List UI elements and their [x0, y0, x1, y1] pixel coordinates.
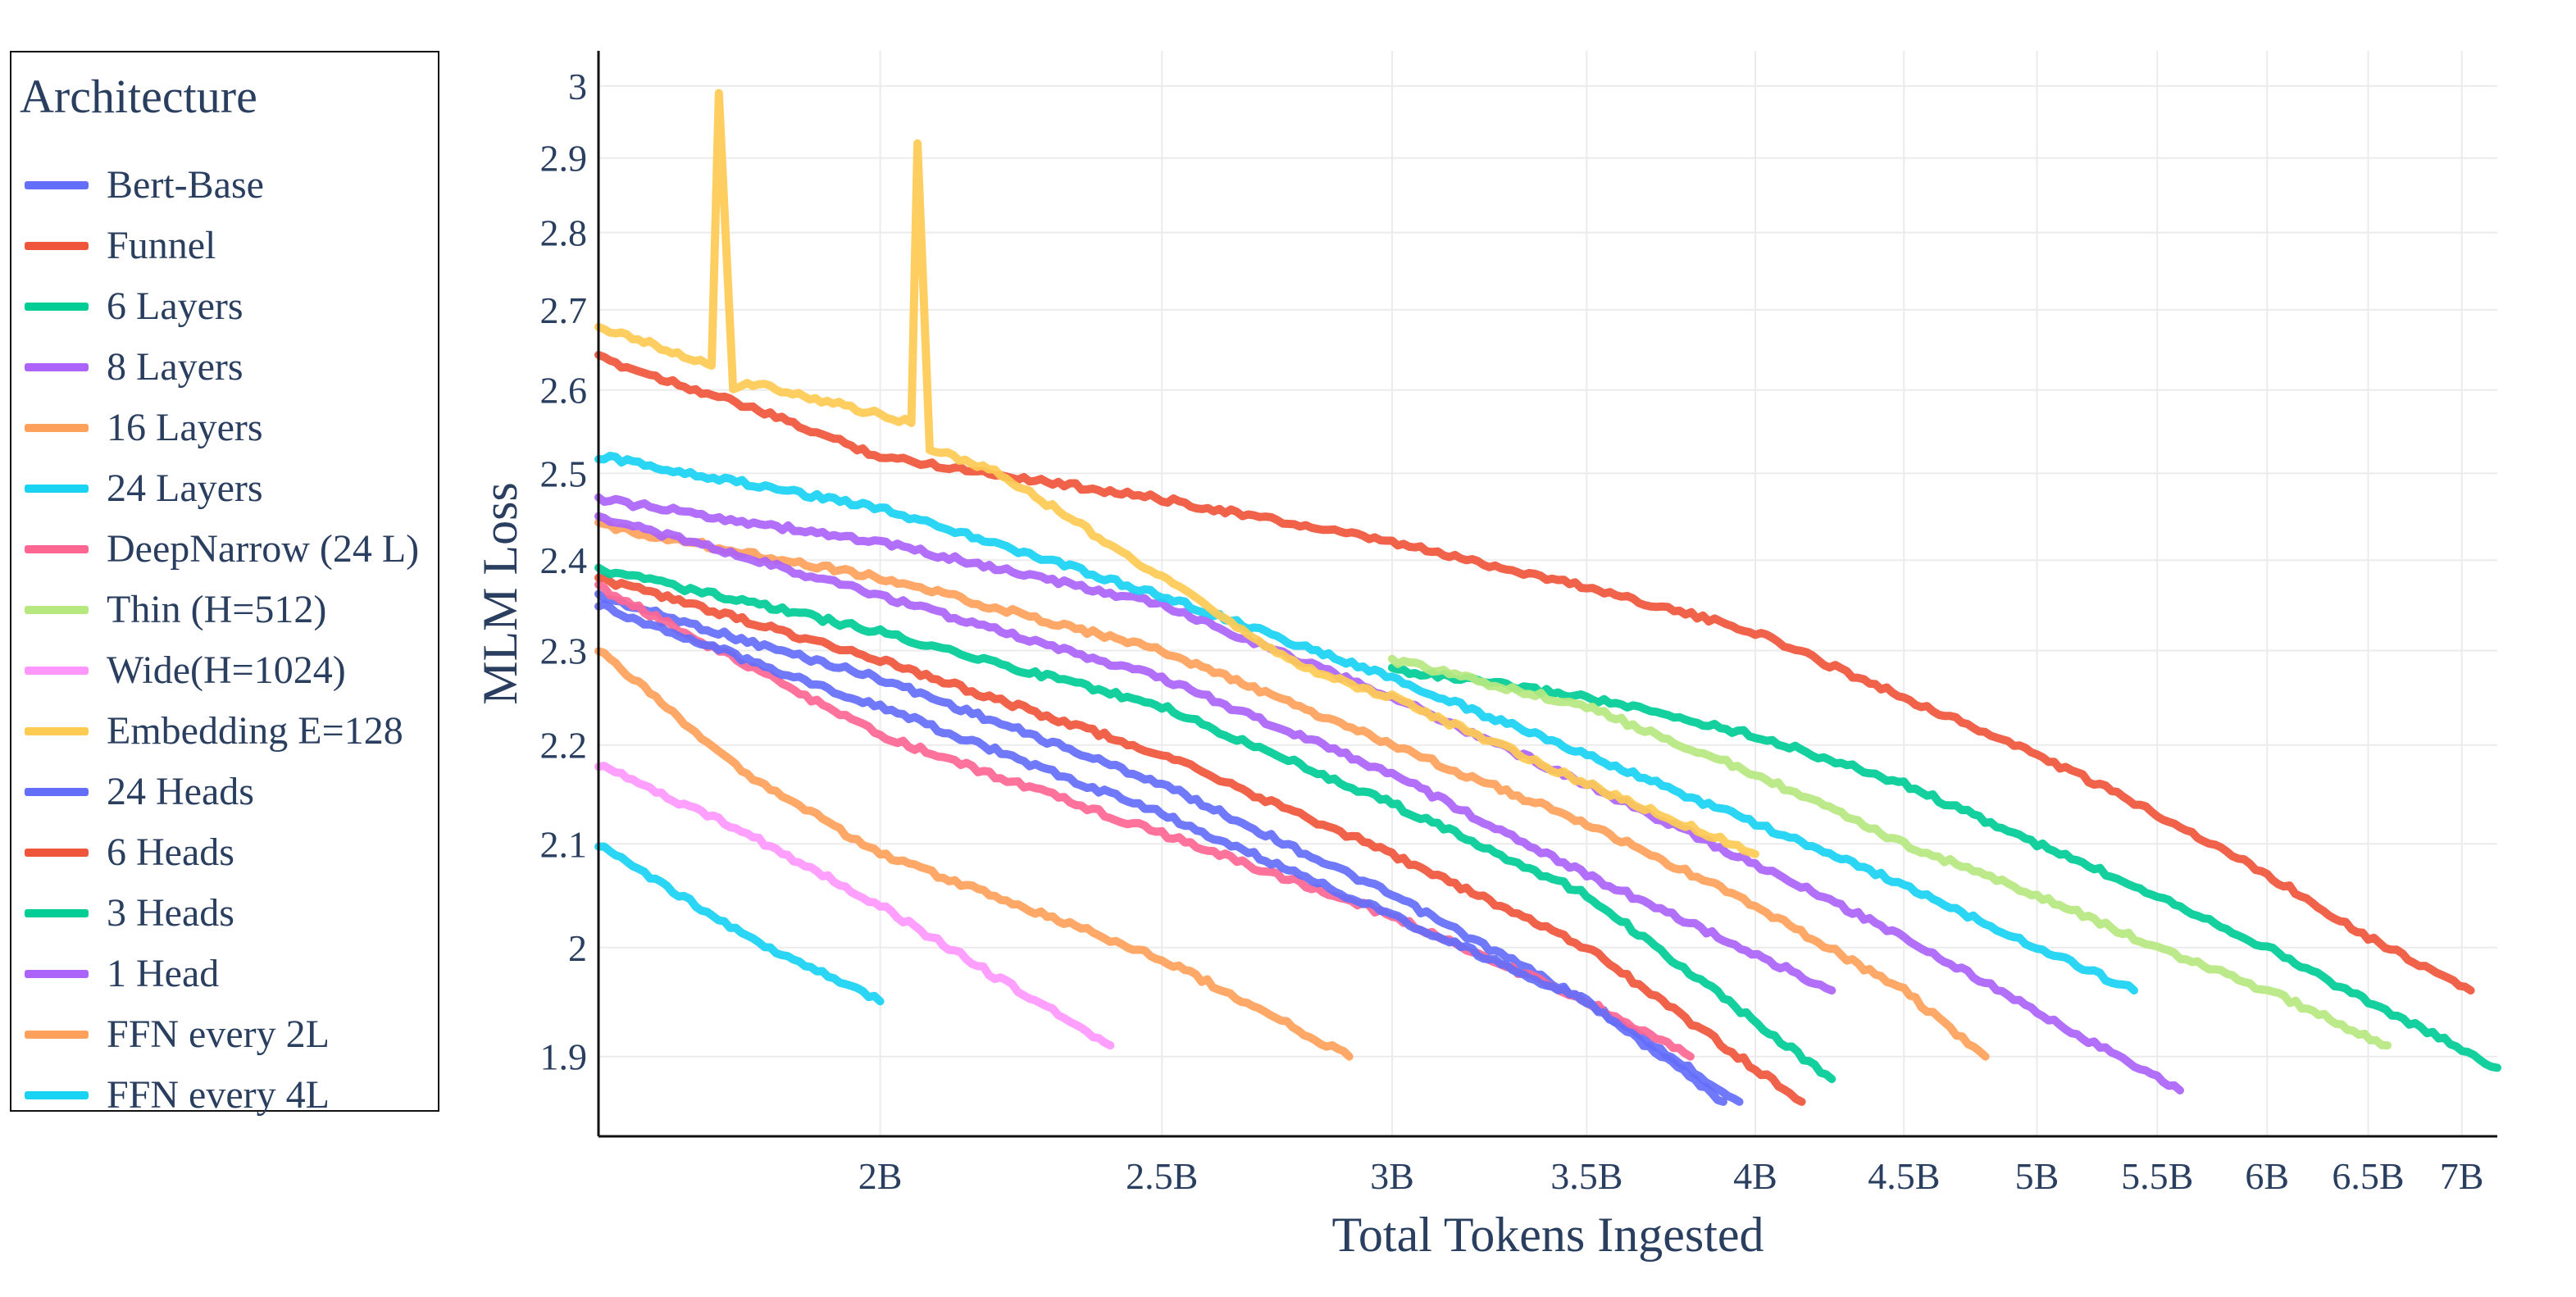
y-tick-label: 2.7 — [540, 289, 588, 331]
legend-label: 24 Heads — [107, 770, 254, 813]
legend-swatch — [25, 424, 89, 432]
legend-swatch — [25, 181, 89, 189]
x-tick-label: 3.5B — [1550, 1155, 1623, 1197]
legend-label: 16 Layers — [107, 406, 263, 449]
legend-label: 1 Head — [107, 952, 220, 995]
series-line — [594, 89, 1759, 858]
legend-swatch — [25, 485, 89, 493]
y-tick-label: 2.1 — [540, 823, 588, 865]
series-line — [594, 599, 1727, 1106]
series-line — [594, 580, 1695, 1061]
legend-swatch — [25, 363, 89, 371]
series-lines — [594, 89, 2501, 1106]
x-tick-labels: 2B 2.5B 3B 3.5B 4B 4.5B 5B 5.5B 6B 6.5B 7B — [858, 1155, 2484, 1197]
legend-label: Wide(H=1024) — [107, 648, 346, 692]
series-line — [594, 452, 2138, 995]
legend-label: Funnel — [107, 224, 216, 267]
series-line — [594, 842, 885, 1006]
series-line — [1387, 654, 2392, 1050]
x-tick-label: 4B — [1733, 1155, 1777, 1197]
x-tick-label: 7B — [2440, 1155, 2484, 1197]
legend-label: FFN every 4L — [107, 1073, 330, 1117]
legend-swatch — [25, 909, 89, 917]
legend-swatch — [25, 970, 89, 978]
y-tick-label: 1.9 — [540, 1036, 588, 1078]
grid-lines — [598, 51, 2497, 1136]
y-tick-labels: 1.9 2 2.1 2.2 2.3 2.4 2.5 2.6 2.7 2.8 2.9 3 — [540, 66, 588, 1078]
x-tick-label: 2.5B — [1126, 1155, 1198, 1197]
y-tick-label: 2.6 — [540, 370, 588, 412]
series-line — [594, 518, 1990, 1061]
legend: Architecture Bert-Base Funnel 6 Layers 8 La… — [10, 51, 439, 1117]
series-line — [594, 512, 1836, 995]
x-tick-label: 6B — [2245, 1155, 2289, 1197]
series-line — [594, 563, 1836, 1084]
legend-label: FFN every 2L — [107, 1013, 330, 1056]
series-line — [594, 350, 2475, 995]
legend-label: 6 Layers — [107, 284, 243, 328]
legend-swatch — [25, 303, 89, 311]
legend-label: DeepNarrow (24 L) — [107, 527, 420, 571]
y-tick-label: 2.9 — [540, 138, 588, 180]
legend-swatch — [25, 545, 89, 553]
y-tick-label: 2 — [568, 927, 587, 969]
y-tick-label: 2.2 — [540, 725, 588, 767]
x-tick-label: 5B — [2015, 1155, 2059, 1197]
x-axis-title: Total Tokens Ingested — [1331, 1208, 1764, 1262]
axes — [597, 51, 2497, 1138]
x-tick-label: 2B — [858, 1155, 903, 1197]
legend-swatch — [25, 727, 89, 735]
y-tick-label: 2.4 — [540, 539, 588, 581]
series-line — [594, 762, 1115, 1050]
legend-label: 3 Heads — [107, 891, 234, 935]
legend-label: Bert-Base — [107, 163, 264, 207]
legend-swatch — [25, 242, 89, 250]
y-axis-title: MLM Loss — [473, 482, 527, 705]
x-tick-label: 3B — [1370, 1155, 1414, 1197]
series-line — [594, 573, 1806, 1106]
legend-label: Embedding E=128 — [107, 709, 403, 753]
legend-swatch — [25, 849, 89, 857]
y-tick-label: 2.5 — [540, 453, 588, 494]
legend-swatch — [25, 606, 89, 614]
legend-label: Thin (H=512) — [107, 588, 327, 631]
legend-swatch — [25, 667, 89, 675]
legend-swatch — [25, 1031, 89, 1039]
legend-swatch — [25, 788, 89, 796]
series-line — [594, 647, 1354, 1061]
y-tick-label: 2.8 — [540, 212, 588, 254]
legend-label: 24 Layers — [107, 466, 263, 510]
x-tick-label: 4.5B — [1868, 1155, 1940, 1197]
legend-label: 6 Heads — [107, 831, 234, 874]
y-tick-label: 3 — [568, 66, 587, 107]
y-tick-label: 2.3 — [540, 630, 588, 672]
legend-title: Architecture — [20, 70, 257, 123]
legend-swatch — [25, 1091, 89, 1099]
x-tick-label: 6.5B — [2332, 1155, 2404, 1197]
x-tick-label: 5.5B — [2121, 1155, 2193, 1197]
legend-label: 8 Layers — [107, 345, 243, 389]
series-line — [1387, 663, 2501, 1072]
